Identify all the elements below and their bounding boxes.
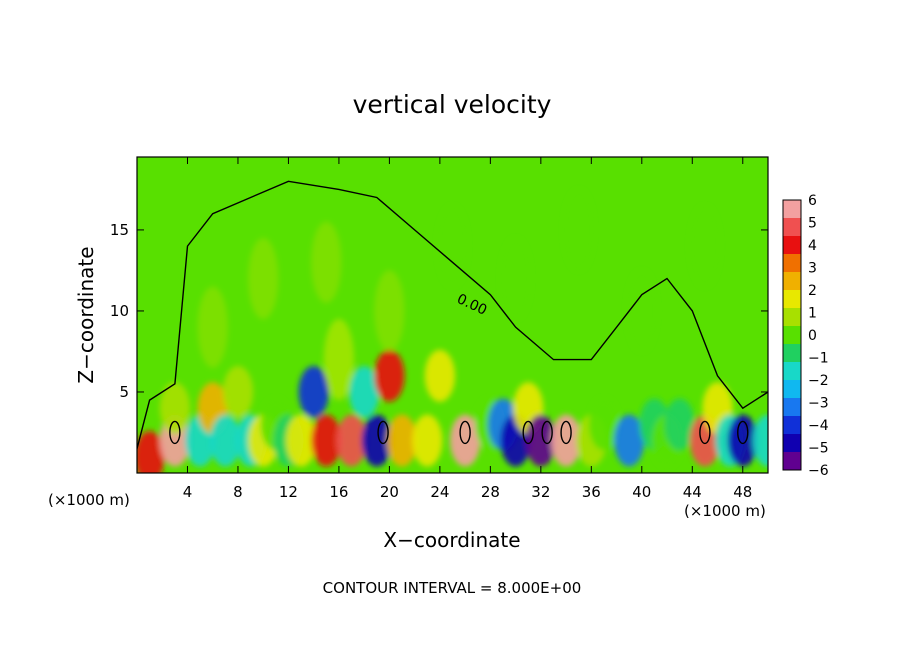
- x-tick-label-1: 8: [233, 483, 243, 501]
- colorbar: 6 5 4 3 2 1 0 −1 −2 −3 −4 −5 −6: [782, 193, 829, 479]
- x-tick-label-11: 48: [733, 483, 752, 501]
- y-tick-label-0: 5: [119, 383, 129, 401]
- field-cell-16: [349, 366, 380, 418]
- colorbar-frame: [782, 199, 802, 471]
- colorbar-label-5: 1: [808, 306, 817, 322]
- field-cell-22: [449, 414, 481, 467]
- chart-title: vertical velocity: [353, 90, 552, 119]
- field-cell-21: [424, 349, 456, 402]
- field-cell-47: [626, 270, 657, 352]
- colorbar-label-6: 0: [808, 328, 817, 344]
- colorbar-swatch-5: [783, 290, 801, 309]
- field-cell-46: [563, 189, 594, 271]
- field-cell-20: [412, 414, 443, 467]
- colorbar-swatch-9: [783, 362, 801, 381]
- contour-loop-6: [699, 420, 711, 445]
- field-cell-39: [752, 414, 768, 467]
- colorbar-label-0: 6: [808, 193, 817, 209]
- colorbar-label-3: 3: [808, 261, 817, 277]
- x-tick-label-9: 40: [632, 483, 651, 501]
- x-tick-label-2: 12: [279, 483, 298, 501]
- x-tick-label-5: 24: [430, 483, 449, 501]
- contour-loop-2: [459, 420, 471, 445]
- x-tick-label-10: 44: [683, 483, 702, 501]
- x-tick-label-3: 16: [329, 483, 348, 501]
- x-unit-left: (×1000 m): [48, 491, 130, 509]
- colorbar-swatch-1: [783, 218, 801, 237]
- field-cell-18: [374, 349, 405, 402]
- colorbar-label-11: −5: [808, 441, 829, 457]
- colorbar-swatch-6: [783, 308, 801, 327]
- plot-area: 0.00: [136, 156, 769, 474]
- field-cell-43: [374, 270, 405, 352]
- field-cell-48: [689, 205, 721, 287]
- field-cell-0: [137, 430, 165, 473]
- colorbar-swatch-8: [783, 344, 801, 363]
- contour-line-main: [137, 180, 768, 449]
- colorbar-label-7: −1: [808, 351, 829, 367]
- x-unit-right: (×1000 m): [684, 502, 766, 520]
- field-cell-31: [614, 414, 645, 467]
- colorbar-label-4: 2: [808, 283, 817, 299]
- field-cell-2: [159, 382, 191, 435]
- colorbar-swatch-2: [783, 236, 801, 255]
- colorbar-swatch-11: [783, 398, 801, 417]
- colorbar-swatch-12: [783, 416, 801, 435]
- field-cell-6: [222, 366, 254, 418]
- contour-loop-1: [377, 420, 389, 445]
- field-cell-44: [437, 205, 468, 287]
- colorbar-swatch-7: [783, 326, 801, 345]
- y-tick-label-2: 15: [110, 221, 129, 239]
- colorbar-swatch-13: [783, 434, 801, 453]
- field-cell-38: [727, 414, 758, 467]
- colorbar-swatch-14: [783, 452, 801, 471]
- field-cell-11: [285, 414, 317, 467]
- contour-interval-note: CONTOUR INTERVAL = 8.000E+00: [323, 579, 582, 597]
- field-cell-34: [664, 398, 695, 451]
- field-cell-45: [500, 238, 531, 320]
- field-cell-17: [361, 414, 392, 467]
- colorbar-label-12: −6: [808, 463, 829, 479]
- y-axis-label: Z−coordinate: [74, 246, 98, 383]
- colorbar-label-1: 5: [808, 216, 817, 232]
- x-tick-label-8: 36: [582, 483, 601, 501]
- contour-loop-3: [522, 420, 534, 445]
- colorbar-swatch-4: [783, 272, 801, 291]
- zero-contour-lines: [137, 180, 768, 449]
- x-tick-label-7: 32: [531, 483, 550, 501]
- field-cell-42: [311, 221, 342, 303]
- y-tick-label-1: 10: [110, 302, 129, 320]
- contour-loop-0: [169, 420, 181, 445]
- x-tick-label-0: 4: [183, 483, 193, 501]
- field-cell-19: [386, 414, 418, 467]
- contour-loop-5: [560, 420, 572, 445]
- x-tick-label-6: 28: [481, 483, 500, 501]
- field-cell-40: [197, 286, 228, 368]
- colorbar-swatch-10: [783, 380, 801, 399]
- field-cell-14: [323, 319, 355, 401]
- field-cell-15: [336, 414, 367, 467]
- field-cell-30: [588, 398, 620, 451]
- x-axis-label: X−coordinate: [383, 528, 520, 552]
- contour-loop-7: [737, 420, 749, 445]
- colorbar-label-2: 4: [808, 238, 817, 254]
- field-cell-13: [311, 414, 342, 467]
- x-tick-label-4: 20: [380, 483, 399, 501]
- x-axis: 4 8 12 16 20 24 28 32 36 40 44 48: [183, 157, 752, 501]
- colorbar-label-8: −2: [808, 373, 829, 389]
- velocity-field: [137, 189, 768, 473]
- colorbar-swatch-3: [783, 254, 801, 273]
- field-cell-28: [550, 414, 582, 467]
- colorbar-label-10: −4: [808, 418, 829, 434]
- field-cell-12: [298, 366, 329, 418]
- plot-frame: [136, 156, 769, 474]
- field-cell-5: [210, 414, 241, 467]
- y-axis: 5 10 15: [110, 221, 768, 401]
- field-cell-41: [248, 238, 279, 320]
- colorbar-swatch-0: [783, 200, 801, 219]
- colorbar-label-9: −3: [808, 396, 829, 412]
- contour-loop-4: [541, 420, 553, 445]
